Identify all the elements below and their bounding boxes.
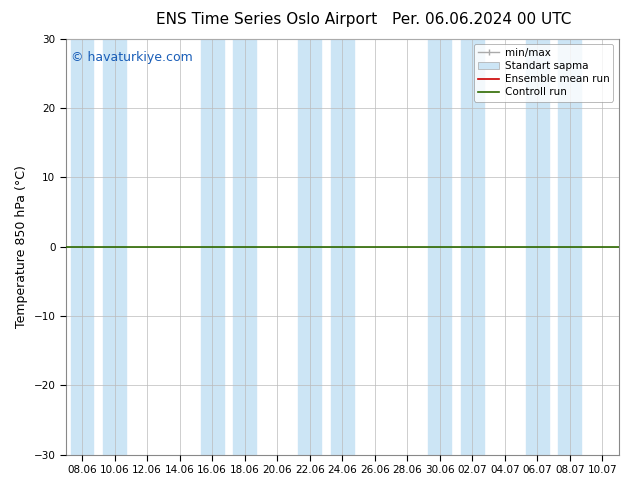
Bar [331,39,354,455]
Bar [299,39,321,455]
Bar [71,39,93,455]
Text: ENS Time Series Oslo Airport: ENS Time Series Oslo Airport [156,12,377,27]
Bar [201,39,224,455]
Y-axis label: Temperature 850 hPa (°C): Temperature 850 hPa (°C) [15,165,28,328]
Bar [461,39,484,455]
Text: Per. 06.06.2024 00 UTC: Per. 06.06.2024 00 UTC [392,12,571,27]
Bar [103,39,126,455]
Bar [429,39,451,455]
Legend: min/max, Standart sapma, Ensemble mean run, Controll run: min/max, Standart sapma, Ensemble mean r… [474,44,614,101]
Bar [526,39,549,455]
Bar [233,39,256,455]
Text: © havaturkiye.com: © havaturkiye.com [72,51,193,64]
Bar [559,39,581,455]
